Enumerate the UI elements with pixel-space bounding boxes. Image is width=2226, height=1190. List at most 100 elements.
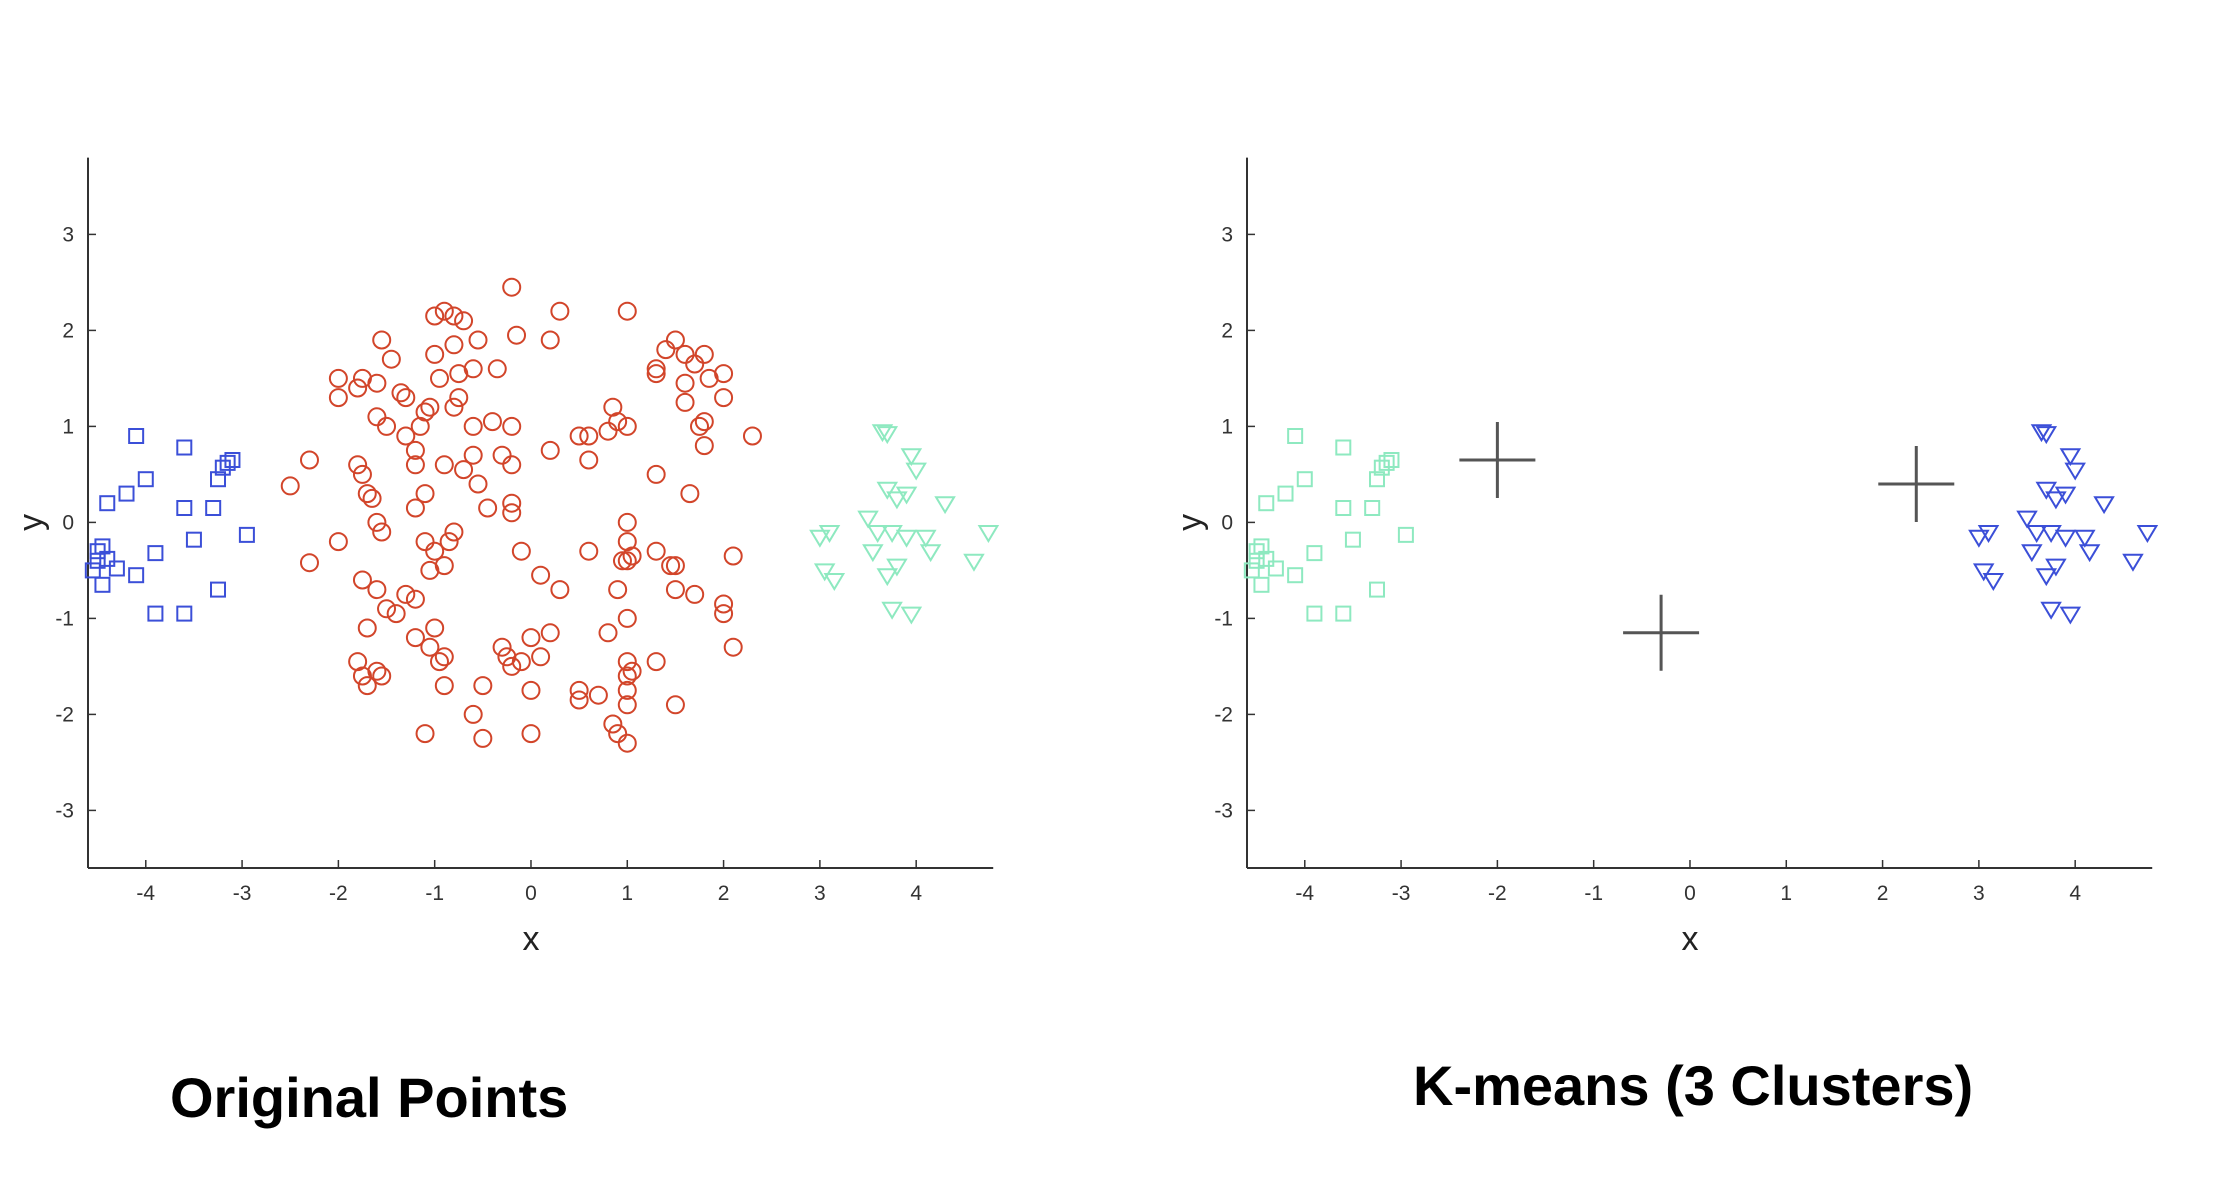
data-point: [425, 344, 445, 364]
data-point: [608, 724, 628, 744]
data-point: [723, 637, 743, 657]
data-point: [694, 436, 714, 456]
data-point: [1306, 605, 1323, 622]
data-point: [137, 471, 154, 488]
data-point: [463, 445, 483, 465]
data-point: [1287, 428, 1304, 444]
data-point: [1383, 452, 1400, 468]
data-point: [714, 388, 734, 408]
data-point: [569, 690, 589, 710]
data-point: [502, 493, 522, 513]
x-tick-label: 2: [718, 882, 730, 905]
data-point: [1344, 531, 1361, 548]
x-tick-label: 3: [1973, 882, 1985, 905]
data-point: [876, 426, 899, 445]
data-point: [405, 628, 425, 648]
data-point: [617, 733, 637, 753]
data-point: [425, 541, 445, 561]
data-point: [429, 652, 449, 672]
data-point: [521, 724, 541, 744]
data-point: [1248, 552, 1265, 569]
data-point: [2030, 424, 2053, 443]
data-point: [1306, 545, 1323, 562]
data-point: [2059, 606, 2082, 625]
data-point: [511, 541, 531, 561]
data-point: [185, 531, 202, 548]
data-point: [1977, 525, 2000, 543]
data-point: [415, 484, 435, 504]
data-point: [420, 637, 440, 657]
y-tick-label: 2: [1221, 319, 1233, 342]
x-tick-label: -3: [1392, 882, 1411, 905]
x-tick-label: -1: [425, 882, 444, 905]
data-point: [862, 544, 884, 563]
data-point: [176, 439, 193, 456]
data-point: [2045, 558, 2067, 577]
data-point: [396, 388, 416, 408]
data-point: [871, 424, 894, 443]
data-point: [84, 562, 101, 579]
data-point: [675, 373, 695, 393]
x-tick-label: -2: [1488, 882, 1507, 905]
data-point: [224, 452, 241, 468]
data-point: [934, 496, 956, 515]
data-point: [2035, 568, 2058, 587]
data-point: [425, 618, 445, 638]
data-point: [680, 484, 700, 504]
data-point: [2054, 486, 2077, 505]
y-tick-label: -2: [1214, 703, 1233, 726]
data-point: [2122, 553, 2144, 572]
x-tick-label: -2: [329, 882, 348, 905]
data-point: [348, 378, 368, 398]
series-square: [1243, 428, 1414, 622]
data-point: [617, 532, 637, 552]
data-point: [434, 647, 454, 667]
data-point: [617, 551, 637, 571]
data-point: [2074, 529, 2096, 548]
data-point: [454, 460, 474, 480]
data-point: [977, 525, 1000, 543]
data-point: [94, 576, 111, 593]
data-point: [963, 553, 985, 572]
data-point: [646, 541, 666, 561]
kmeans-chart: -4 -3 -2 -1 0 1 2 3 4 -3 -2 -1 0 1 2 3 x y: [1171, 157, 2159, 958]
data-point: [540, 330, 560, 350]
caption-kmeans: K-means (3 Clusters): [1413, 1054, 1974, 1117]
data-point: [2035, 481, 2058, 500]
centroid-marker: [1878, 446, 1955, 522]
data-point: [352, 570, 372, 590]
data-point: [1296, 471, 1313, 488]
data-point: [617, 512, 637, 532]
x-tick-label: 1: [1780, 882, 1792, 905]
data-point: [420, 560, 440, 580]
data-point: [372, 330, 392, 350]
series-circle: [280, 277, 762, 753]
data-point: [176, 605, 193, 622]
data-point: [598, 421, 618, 441]
data-point: [415, 724, 435, 744]
data-point: [118, 485, 135, 502]
data-point: [665, 695, 685, 715]
data-point: [905, 462, 927, 481]
data-point: [603, 714, 623, 734]
data-point: [444, 335, 464, 355]
data-point: [818, 525, 841, 543]
data-point: [588, 685, 608, 705]
original-points-chart: -4 -3 -2 -1 0 1 2 3 4 -3 -2 -1 0 1 2 3 x y: [12, 157, 1000, 958]
y-tick-label: -1: [1214, 607, 1233, 630]
data-point: [352, 368, 372, 388]
data-point: [425, 306, 445, 326]
data-point: [415, 402, 435, 422]
data-point: [569, 426, 589, 446]
data-point: [299, 553, 319, 573]
data-point: [391, 383, 411, 403]
data-point: [377, 599, 397, 619]
data-point: [617, 652, 637, 672]
data-point: [463, 704, 483, 724]
data-point: [449, 388, 469, 408]
data-point: [492, 445, 512, 465]
x-tick-label: 1: [621, 882, 633, 905]
data-point: [886, 558, 908, 577]
data-point: [482, 412, 502, 432]
series-square: [84, 428, 255, 622]
